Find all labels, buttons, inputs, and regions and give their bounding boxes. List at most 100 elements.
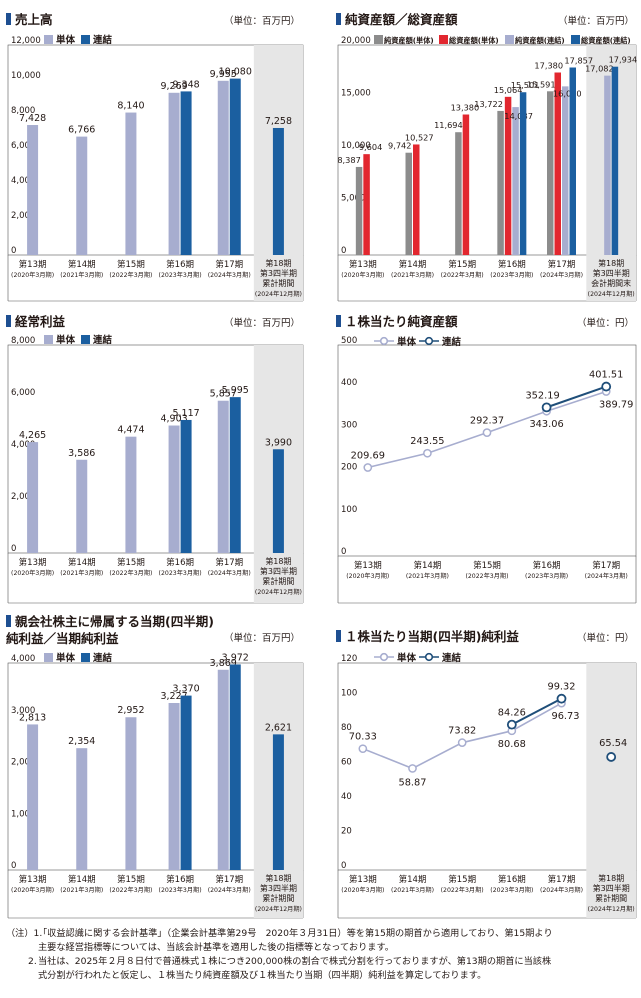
assets-legend-swatch bbox=[505, 35, 514, 44]
sales-ytick-label: 6,000 bbox=[11, 141, 35, 151]
assets-bar-0 bbox=[497, 110, 504, 255]
eps-data-label: 73.82 bbox=[448, 726, 476, 737]
eps-category-label-last: 累計期間 bbox=[595, 893, 627, 903]
assets-legend-swatch bbox=[374, 35, 383, 44]
footnote-1-line2: 主要な経営指標等については、当該会計基準を適用した後の指標等となっております。 bbox=[38, 941, 394, 953]
ordinary-category-label-last: 累計期間 bbox=[262, 576, 294, 586]
sales-data-label: 9,955 bbox=[210, 69, 237, 80]
sales-data-label: 9,269 bbox=[160, 81, 187, 92]
assets-legend-label: 総資産額(連結) bbox=[581, 36, 631, 45]
bps-legend-marker bbox=[379, 336, 389, 346]
bps-category-sublabel: (2020年3月期) bbox=[346, 572, 389, 580]
bps-data-label: 209.69 bbox=[351, 451, 385, 462]
sales-data-label: 9,348 bbox=[172, 79, 199, 90]
eps-point-0 bbox=[457, 738, 467, 748]
netincome-category-label: 第13期 bbox=[19, 874, 47, 885]
assets-bar-1 bbox=[504, 96, 512, 255]
netincome-chart: 親会社株主に帰属する当期(四半期) 純利益／当期純利益 （単位：百万円） 0 1,000… bbox=[6, 614, 304, 919]
financial-charts-canvas: 売上高 （単位：百万円） 0 2,000 4,000 6,000 8,000 10,000 12… bbox=[6, 12, 637, 919]
ordinary-data-label: 5,857 bbox=[210, 389, 237, 400]
eps-data-label: 96.73 bbox=[551, 711, 579, 722]
assets-category-label-last: (2024年12月期) bbox=[588, 290, 635, 298]
assets-bar-3 bbox=[519, 92, 527, 255]
sales-title-marker bbox=[6, 13, 11, 25]
assets-category-label: 第13期 bbox=[349, 259, 377, 270]
netincome-legend-swatch bbox=[81, 653, 90, 662]
eps-ytick-label: 40 bbox=[341, 792, 352, 802]
assets-legend-swatch bbox=[439, 35, 448, 44]
assets-unit-label: （単位：百万円） bbox=[558, 15, 634, 27]
netincome-category-sublabel: (2023年3月期) bbox=[159, 886, 202, 894]
assets-bar-1 bbox=[462, 114, 470, 255]
bps-data-label: 352.19 bbox=[525, 390, 559, 401]
eps-unit-label: （単位：円） bbox=[577, 632, 634, 644]
eps-legend-label: 単体 bbox=[397, 652, 417, 664]
assets-bar-1 bbox=[554, 72, 561, 255]
bps-title-marker bbox=[336, 315, 341, 327]
eps-data-label: 58.87 bbox=[398, 777, 426, 788]
ordinary-data-label: 5,117 bbox=[172, 408, 199, 419]
ordinary-ytick-label: 2,000 bbox=[11, 492, 35, 502]
assets-category-sublabel: (2023年3月期) bbox=[490, 271, 533, 279]
netincome-category-label-last: (2024年12月期) bbox=[255, 905, 302, 913]
bps-category-sublabel: (2021年3月期) bbox=[406, 572, 449, 580]
ordinary-category-label-last: 第3四半期 bbox=[260, 566, 297, 576]
assets-bar-0 bbox=[547, 91, 554, 256]
eps-shaded-period-bg bbox=[586, 663, 636, 918]
footnote-2-prefix: 2. bbox=[28, 956, 37, 967]
assets-bar-3 bbox=[611, 66, 619, 256]
ordinary-title-marker bbox=[6, 315, 11, 327]
eps-ytick-label: 20 bbox=[341, 827, 352, 837]
bps-plot-border bbox=[337, 344, 637, 557]
netincome-category-label: 第14期 bbox=[68, 874, 96, 885]
sales-category-label: 第15期 bbox=[117, 259, 145, 270]
sales-ytick-label: 4,000 bbox=[11, 176, 35, 186]
netincome-category-label-last: 第3四半期 bbox=[260, 883, 297, 893]
assets-category-label-last: 第3四半期 bbox=[593, 268, 630, 278]
netincome-legend-label: 単体 bbox=[56, 652, 76, 664]
assets-data-label: 17,857 bbox=[564, 56, 593, 66]
assets-data-label: 9,742 bbox=[388, 141, 411, 151]
netincome-category-sublabel: (2021年3月期) bbox=[60, 886, 103, 894]
bps-data-label: 389.79 bbox=[599, 400, 633, 411]
sales-legend-swatch bbox=[81, 35, 90, 44]
netincome-bar-1 bbox=[229, 664, 241, 870]
ordinary-category-label: 第15期 bbox=[117, 557, 145, 568]
footnote-2: 2. 当社は、2025年２月８日付で普通株式１株につき200,000株の割合で株… bbox=[0, 955, 641, 982]
netincome-category-sublabel: (2024年3月期) bbox=[208, 886, 251, 894]
netincome-data-label: 2,952 bbox=[117, 705, 144, 716]
ordinary-category-sublabel: (2022年3月期) bbox=[109, 569, 152, 577]
assets-ytick-label: 20,000 bbox=[341, 36, 371, 46]
sales-category-label: 第16期 bbox=[166, 259, 194, 270]
assets-bar-2 bbox=[604, 75, 611, 255]
sales-category-sublabel: (2021年3月期) bbox=[60, 271, 103, 279]
ordinary-legend-label: 連結 bbox=[93, 334, 113, 346]
assets-category-label-last: 第18期 bbox=[598, 258, 624, 268]
bps-category-label: 第14期 bbox=[413, 560, 441, 571]
bps-ytick-label: 200 bbox=[341, 463, 357, 473]
ordinary-bar-0 bbox=[27, 442, 39, 553]
assets-data-label: 11,694 bbox=[434, 120, 463, 130]
assets-category-label: 第16期 bbox=[498, 259, 526, 270]
assets-data-label: 13,722 bbox=[474, 99, 503, 109]
assets-legend-label: 純資産額(連結) bbox=[515, 36, 565, 45]
netincome-data-label: 3,227 bbox=[160, 691, 187, 702]
eps-category-sublabel: (2021年3月期) bbox=[391, 886, 434, 894]
sales-bar-0 bbox=[125, 112, 137, 255]
eps-data-label: 99.32 bbox=[547, 682, 575, 693]
bps-data-label: 343.06 bbox=[529, 419, 563, 430]
netincome-bar-1 bbox=[272, 734, 284, 870]
ordinary-ytick-label: 6,000 bbox=[11, 388, 35, 398]
bps-legend-marker bbox=[424, 336, 434, 346]
eps-legend-label: 連結 bbox=[442, 652, 462, 664]
ordinary-bar-1 bbox=[229, 397, 241, 553]
sales-ytick-label: 0 bbox=[11, 246, 16, 256]
sales-category-label-last: 累計期間 bbox=[262, 278, 294, 288]
bps-unit-label: （単位：円） bbox=[577, 317, 634, 329]
eps-category-label-last: 第18期 bbox=[598, 873, 624, 883]
assets-legend-label: 純資産額(単体) bbox=[384, 36, 434, 45]
netincome-category-sublabel: (2020年3月期) bbox=[11, 886, 54, 894]
ordinary-title: 経常利益 bbox=[15, 314, 66, 329]
sales-data-label: 10,080 bbox=[219, 67, 252, 78]
eps-ytick-label: 80 bbox=[341, 723, 352, 733]
